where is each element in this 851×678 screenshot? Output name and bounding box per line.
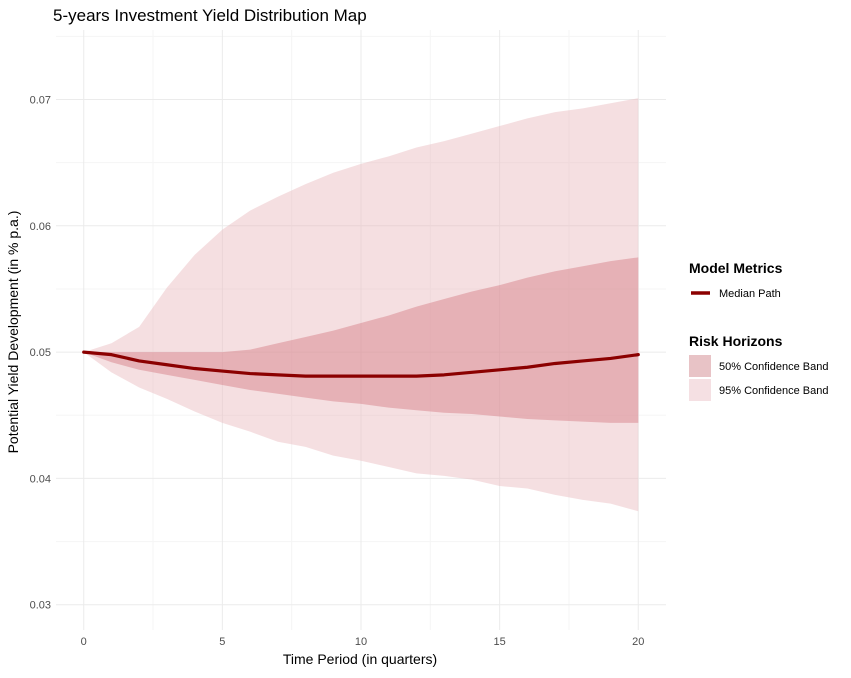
band-50-confidence: [83, 257, 639, 423]
legend-label-95-band: 95% Confidence Band: [719, 385, 828, 397]
legend-title-model-metrics: Model Metrics: [689, 260, 783, 276]
x-tick-label: 15: [494, 636, 506, 648]
x-tick-label: 0: [81, 636, 87, 648]
y-tick-label: 0.04: [30, 473, 51, 485]
x-tick-label: 20: [632, 636, 644, 648]
x-tick-label: 10: [355, 636, 367, 648]
confidence-bands: [83, 98, 639, 512]
y-tick-label: 0.03: [30, 600, 51, 612]
legend-label-median-path: Median Path: [719, 288, 781, 300]
legend-key-50-band: [689, 355, 711, 377]
y-axis-ticks: 0.03 0.04 0.05 0.06 0.07: [30, 94, 51, 611]
legend-title-risk-horizons: Risk Horizons: [689, 333, 783, 349]
band-95-confidence: [83, 98, 639, 512]
grid-lines: [56, 30, 666, 630]
x-tick-label: 5: [219, 636, 225, 648]
median-line-layer: [82, 350, 640, 378]
legend: Model Metrics Median Path Risk Horizons …: [689, 260, 828, 401]
x-axis-ticks: 0 5 10 15 20: [81, 636, 645, 648]
y-axis-title: Potential Yield Development (in % p.a.): [5, 211, 21, 454]
x-axis-title: Time Period (in quarters): [283, 651, 437, 667]
y-tick-label: 0.05: [30, 347, 51, 359]
y-tick-label: 0.06: [30, 221, 51, 233]
y-tick-label: 0.07: [30, 94, 51, 106]
legend-key-95-band: [689, 379, 711, 401]
median-path-line: [82, 350, 640, 378]
chart-title: 5-years Investment Yield Distribution Ma…: [53, 6, 367, 25]
legend-label-50-band: 50% Confidence Band: [719, 361, 828, 373]
